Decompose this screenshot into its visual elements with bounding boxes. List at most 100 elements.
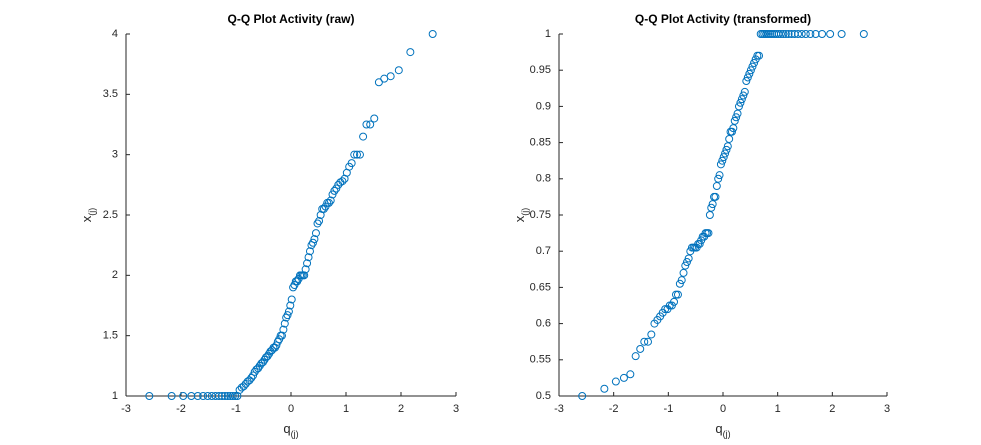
point (647, 330, 656, 339)
point (705, 211, 714, 219)
point (301, 265, 310, 274)
x-tick-label: 2 (398, 403, 404, 415)
point (737, 95, 746, 104)
y-tick-label: 1 (545, 28, 551, 40)
point (310, 235, 319, 244)
y-tick-label: 0.9 (536, 100, 551, 112)
point (755, 51, 764, 60)
point (733, 109, 742, 118)
y-tick-label: 1 (112, 390, 118, 402)
y-tick-label: 3.5 (103, 88, 118, 100)
point (611, 377, 620, 386)
y-axis-label: x(j) (79, 208, 97, 223)
point (218, 392, 227, 400)
point (837, 30, 846, 38)
x-tick-label: 0 (720, 403, 726, 415)
point (729, 124, 738, 133)
point (736, 98, 745, 107)
point (330, 186, 339, 195)
y-axis-label-subscript: (j) (520, 208, 530, 216)
point (727, 127, 736, 136)
point (280, 319, 289, 328)
point (743, 73, 752, 82)
point (806, 30, 815, 38)
subplot: -3 -2 -1 0 1 2 3 1 1.5 2 2.5 3 3.5 4 Q-Q Plot Activity… (79, 12, 459, 439)
point (781, 30, 790, 38)
y-tick-label: 0.55 (530, 354, 551, 366)
x-tick-label: 3 (884, 403, 890, 415)
point (326, 196, 335, 205)
y-tick-label: 0.8 (536, 173, 551, 185)
point (631, 352, 640, 361)
point (679, 268, 688, 277)
point (284, 307, 293, 316)
y-axis-label-base: x (512, 215, 527, 222)
point (748, 62, 757, 71)
point (428, 30, 437, 38)
x-axis-label-base: q (715, 421, 722, 436)
point (725, 134, 734, 143)
y-axis-label-base: x (79, 215, 94, 222)
point (359, 132, 368, 141)
point (776, 30, 785, 38)
point (211, 392, 220, 400)
x-axis-label-subscript: (j) (723, 429, 731, 439)
point (347, 159, 356, 168)
x-tick-label: -3 (554, 403, 564, 415)
point (406, 48, 415, 57)
y-tick-label: 0.95 (530, 64, 551, 76)
y-tick-label: 2.5 (103, 209, 118, 221)
point (308, 238, 317, 247)
point (704, 229, 713, 238)
point (193, 392, 202, 400)
x-axis-label-base: q (283, 421, 290, 436)
y-tick-label: 0.65 (530, 281, 551, 293)
point (797, 30, 806, 38)
point (794, 30, 803, 38)
point (145, 392, 154, 400)
point (673, 290, 682, 299)
point (228, 392, 237, 400)
point (355, 150, 364, 159)
point (721, 149, 730, 158)
x-tick-label: 3 (453, 403, 459, 415)
x-axis-label: q(j) (283, 421, 298, 439)
point (811, 30, 820, 38)
point (619, 373, 628, 382)
point (670, 297, 679, 306)
x-tick-label: -1 (231, 403, 241, 415)
x-tick-label: -1 (663, 403, 673, 415)
point (626, 370, 635, 379)
y-tick-label: 0.6 (536, 318, 551, 330)
point (600, 384, 609, 393)
x-tick-label: 0 (288, 403, 294, 415)
point (279, 325, 288, 334)
point (319, 204, 328, 213)
point (643, 337, 652, 346)
point (199, 392, 208, 400)
point (304, 253, 313, 262)
point (366, 120, 375, 129)
point (787, 30, 796, 38)
point (711, 192, 720, 201)
point (740, 87, 749, 96)
point (277, 331, 286, 340)
y-tick-label: 0.85 (530, 137, 551, 149)
point (247, 373, 256, 382)
point (677, 276, 686, 285)
x-axis-label: q(j) (715, 421, 730, 439)
point (578, 392, 587, 400)
point (682, 258, 691, 267)
point (370, 114, 379, 123)
point (684, 254, 693, 263)
point (681, 261, 690, 270)
y-axis-label: x(j) (512, 208, 530, 223)
point (750, 58, 759, 67)
point (764, 30, 773, 38)
point (305, 247, 314, 256)
point (801, 30, 810, 38)
point (779, 30, 788, 38)
point (719, 153, 728, 162)
point (640, 337, 649, 346)
